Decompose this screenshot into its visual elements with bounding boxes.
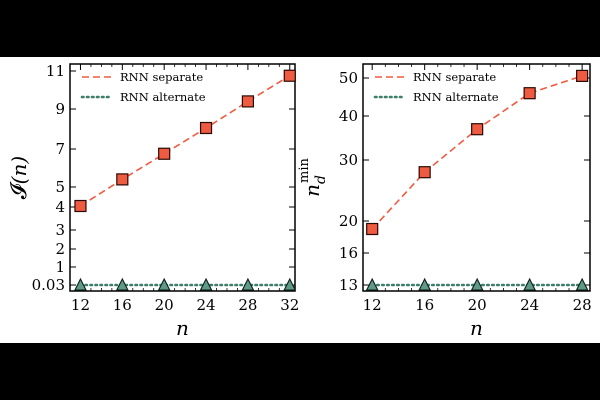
y-tick-label: 4 [55, 198, 65, 216]
y-label-sub: d [313, 175, 329, 184]
data-point-alternate [199, 277, 213, 291]
y-tick-label: 5 [55, 178, 65, 196]
y-label-main: n [300, 184, 324, 197]
y-tick-label: 50 [339, 69, 358, 87]
legend-label-alternate: RNN alternate [413, 90, 499, 104]
legend-label-alternate: RNN alternate [120, 90, 206, 104]
data-point-alternate [241, 277, 255, 291]
data-point-separate [199, 121, 213, 135]
x-tick-label: 24 [520, 296, 539, 314]
y-tick-label: 1 [55, 258, 65, 276]
x-tick-label: 32 [280, 296, 299, 314]
data-point-alternate [365, 277, 379, 291]
data-point-separate [471, 123, 484, 136]
x-tick-label: 20 [468, 296, 487, 314]
x-tick-label: 20 [155, 296, 174, 314]
x-tick-label: 16 [415, 296, 434, 314]
legend-label-separate: RNN separate [413, 70, 496, 84]
plot-frame [69, 63, 296, 292]
y-label-paren: (n) [7, 156, 31, 185]
data-point-separate [418, 166, 431, 179]
data-point-separate [116, 173, 129, 186]
y-tick-label: 2 [55, 240, 65, 258]
data-point-alternate [115, 277, 129, 291]
y-tick-label: 20 [339, 212, 358, 230]
data-point-alternate [418, 277, 432, 291]
x-tick-label: 12 [71, 296, 90, 314]
y-label-main: 𝓘 [7, 181, 32, 199]
x-tick-label: 28 [573, 296, 592, 314]
figure: 12 16 20 24 28 32 0.03 1 2 3 4 5 7 9 11 n 𝓘(n) RNN separa… [0, 57, 600, 343]
y-tick-label: 40 [339, 107, 358, 125]
data-point-separate [241, 95, 255, 108]
y-tick-label: 11 [46, 62, 65, 80]
data-point-alternate [523, 277, 537, 291]
data-point-separate [366, 222, 379, 236]
x-axis-label: n [470, 316, 483, 340]
x-tick-label: 12 [363, 296, 382, 314]
y-axis-label: ndmin [297, 158, 329, 197]
y-label-sup: min [297, 158, 312, 183]
x-tick-label: 28 [238, 296, 257, 314]
y-axis-label: 𝓘(n) [7, 156, 32, 199]
x-tick-label: 16 [113, 296, 132, 314]
x-axis-label: n [176, 316, 189, 340]
plot-frame [362, 63, 591, 292]
data-point-alternate [575, 277, 589, 291]
y-tick-label: 9 [55, 100, 65, 118]
y-tick-label: 3 [55, 221, 65, 239]
y-tick-label: 13 [339, 276, 358, 294]
y-tick-label: 0.03 [32, 276, 65, 294]
series-line-separate [80, 75, 291, 207]
legend-label-separate: RNN separate [120, 70, 203, 84]
x-tick-label: 24 [196, 296, 215, 314]
data-point-separate [523, 87, 536, 100]
data-point-separate [158, 147, 171, 160]
data-point-alternate [74, 277, 87, 291]
data-point-alternate [157, 277, 171, 291]
data-point-separate [74, 199, 87, 213]
y-tick-label: 30 [339, 151, 358, 169]
data-point-separate [576, 69, 589, 82]
data-point-alternate [283, 277, 297, 291]
y-tick-label: 7 [55, 140, 65, 158]
y-tick-label: 16 [339, 244, 358, 262]
data-point-alternate [470, 277, 484, 291]
data-point-separate [283, 69, 296, 82]
